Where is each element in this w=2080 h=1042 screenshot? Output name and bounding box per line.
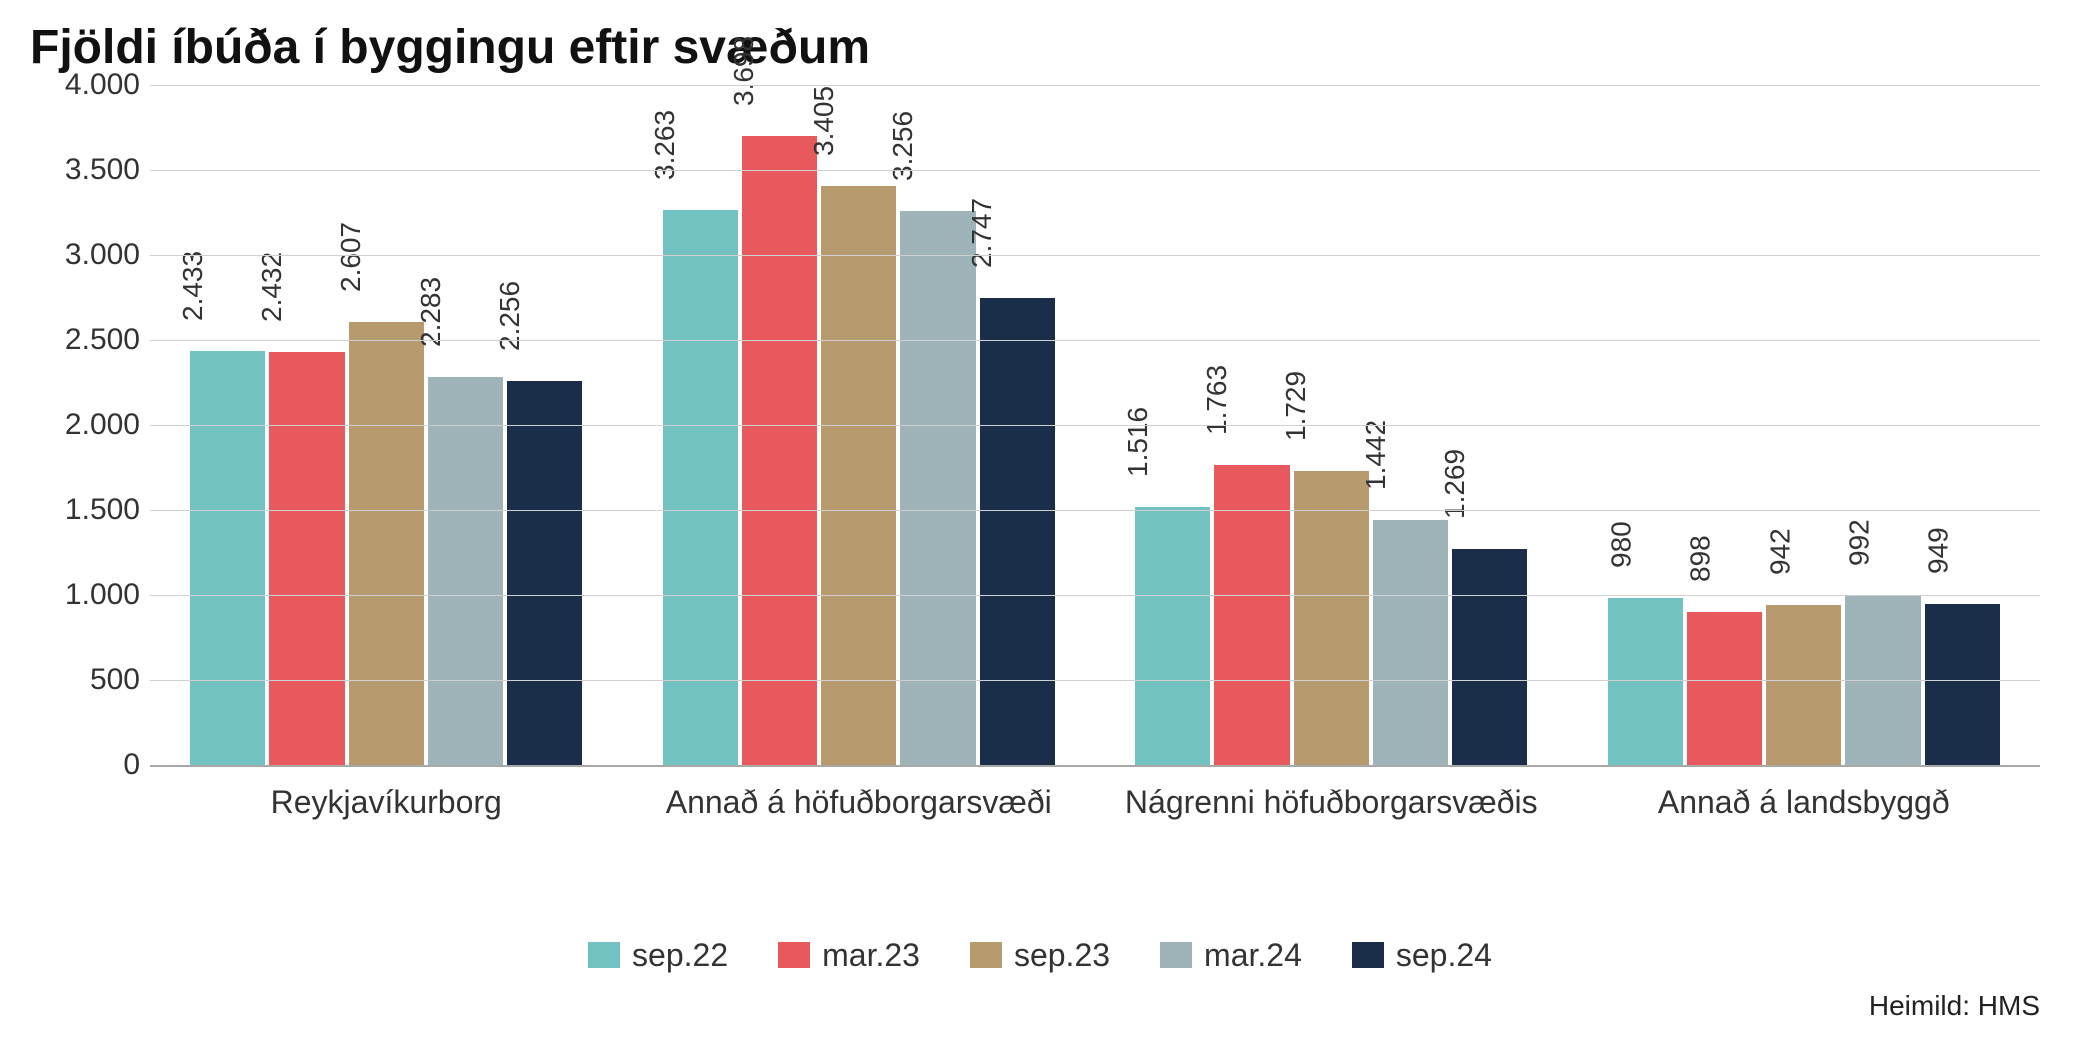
legend-label: sep.23	[1014, 937, 1110, 974]
bar	[900, 211, 975, 765]
bar	[1373, 520, 1448, 765]
legend-label: sep.22	[632, 937, 728, 974]
y-axis-tick-label: 2.000	[30, 408, 140, 442]
bar	[1452, 549, 1527, 765]
x-axis-categories: ReykjavíkurborgAnnað á höfuðborgarsvæðiN…	[150, 765, 2040, 915]
bar	[1294, 471, 1369, 765]
bar-value-label: 1.269	[1439, 449, 1471, 519]
bar-value-label: 949	[1923, 527, 1955, 574]
plot-region: 2.4332.4322.6072.2832.2563.2633.6983.405…	[150, 85, 2040, 765]
bar	[1608, 598, 1683, 765]
legend-swatch	[1352, 942, 1384, 968]
gridline	[150, 255, 2040, 256]
y-axis-tick-label: 1.000	[30, 578, 140, 612]
legend-item: mar.24	[1160, 937, 1302, 974]
gridline	[150, 510, 2040, 511]
y-axis-tick-label: 2.500	[30, 323, 140, 357]
chart-title: Fjöldi íbúða í byggingu eftir svæðum	[30, 20, 2050, 75]
y-axis-tick-label: 1.500	[30, 493, 140, 527]
bar	[428, 377, 503, 765]
bar-value-label: 2.747	[966, 198, 998, 268]
x-axis-category-label: Annað á höfuðborgarsvæði	[623, 765, 1096, 915]
legend-swatch	[1160, 942, 1192, 968]
bar-value-label: 1.729	[1280, 371, 1312, 441]
bar	[821, 186, 896, 765]
y-axis-tick-label: 500	[30, 663, 140, 697]
bar	[1925, 604, 2000, 765]
bar	[980, 298, 1055, 765]
bar-value-label: 2.607	[335, 222, 367, 292]
bar	[269, 352, 344, 765]
bar	[742, 136, 817, 765]
bar-value-label: 992	[1844, 520, 1876, 567]
legend-swatch	[778, 942, 810, 968]
bar	[349, 322, 424, 765]
legend-label: mar.24	[1204, 937, 1302, 974]
bar	[1135, 507, 1210, 765]
bar	[1687, 612, 1762, 765]
legend-label: mar.23	[822, 937, 920, 974]
legend: sep.22 mar.23 sep.23 mar.24 sep.24	[30, 925, 2050, 985]
legend-label: sep.24	[1396, 937, 1492, 974]
bar-value-label: 2.433	[177, 251, 209, 321]
bar-value-label: 2.283	[414, 277, 446, 347]
gridline	[150, 170, 2040, 171]
bar	[663, 210, 738, 765]
legend-swatch	[588, 942, 620, 968]
legend-item: sep.22	[588, 937, 728, 974]
bar-value-label: 1.516	[1122, 407, 1154, 477]
x-axis-category-label: Reykjavíkurborg	[150, 765, 623, 915]
bar-value-label: 898	[1685, 536, 1717, 583]
legend-item: sep.23	[970, 937, 1110, 974]
bar	[190, 351, 265, 765]
y-axis: 05001.0001.5002.0002.5003.0003.5004.000	[30, 85, 140, 765]
gridline	[150, 595, 2040, 596]
x-axis-category-label: Nágrenni höfuðborgarsvæðis	[1095, 765, 1568, 915]
y-axis-tick-label: 3.000	[30, 238, 140, 272]
chart-area: 05001.0001.5002.0002.5003.0003.5004.000 …	[30, 85, 2050, 915]
bar	[1766, 605, 1841, 765]
gridline	[150, 85, 2040, 86]
legend-item: mar.23	[778, 937, 920, 974]
bar-value-label: 2.432	[256, 251, 288, 321]
bar-value-label: 980	[1606, 522, 1638, 569]
y-axis-tick-label: 4.000	[30, 68, 140, 102]
source-label: Heimild: HMS	[1869, 990, 2040, 1022]
x-axis-category-label: Annað á landsbyggð	[1568, 765, 2041, 915]
bar-value-label: 942	[1764, 528, 1796, 575]
bar	[507, 381, 582, 765]
bar-value-label: 3.698	[728, 36, 760, 106]
y-axis-tick-label: 0	[30, 748, 140, 782]
gridline	[150, 680, 2040, 681]
bar-value-label: 3.405	[808, 86, 840, 156]
bar-value-label: 1.442	[1359, 420, 1391, 490]
y-axis-tick-label: 3.500	[30, 153, 140, 187]
gridline	[150, 425, 2040, 426]
legend-item: sep.24	[1352, 937, 1492, 974]
legend-swatch	[970, 942, 1002, 968]
gridline	[150, 340, 2040, 341]
